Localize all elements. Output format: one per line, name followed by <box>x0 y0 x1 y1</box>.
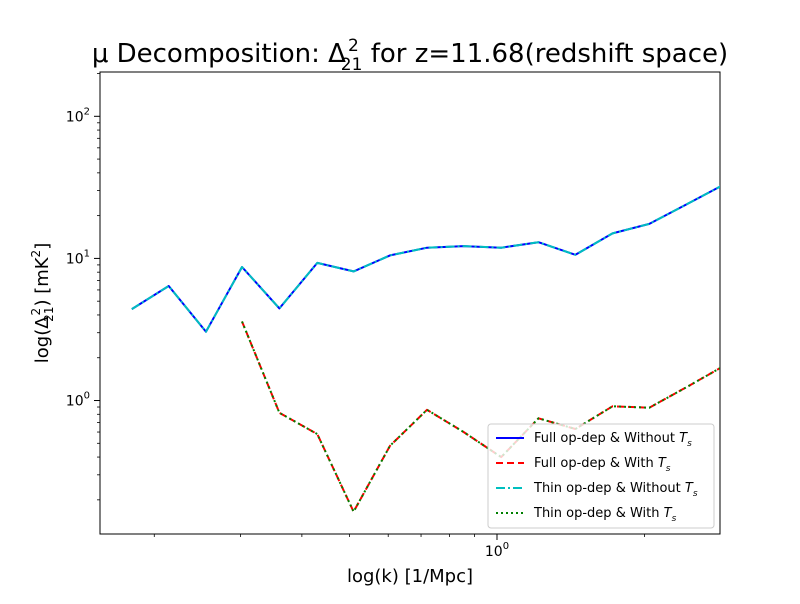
y-tick-label: 100 <box>66 391 90 410</box>
legend-label-var: T <box>685 481 694 496</box>
tick-exp: 1 <box>84 248 90 259</box>
tick-base: 10 <box>485 544 503 560</box>
legend-label-sub: s <box>666 464 671 474</box>
tick-exp: 0 <box>84 391 90 402</box>
chart-title: μ Decomposition: Δ 2 21 for z=11.68(redshi… <box>92 36 728 75</box>
tick-exp: 0 <box>503 541 509 552</box>
legend-label-sub: s <box>687 439 692 449</box>
tick-base: 10 <box>66 251 84 267</box>
legend-label-text: Thin op-dep & With <box>533 506 664 521</box>
legend-label-sub: s <box>672 514 677 524</box>
legend-label-text: Full op-dep & With <box>534 456 658 471</box>
legend-label: Full op-dep & Without Ts <box>534 431 692 449</box>
plot-frame <box>99 71 721 535</box>
tick-base: 10 <box>66 109 84 125</box>
ylabel-prefix: log(Δ <box>32 316 53 363</box>
legend-label-sub: s <box>693 489 698 499</box>
series-line-4 <box>241 321 720 513</box>
legend-label-var: T <box>679 431 688 446</box>
legend-label-var: T <box>664 506 673 521</box>
title-suffix: for z=11.68(redshift space) <box>362 39 728 69</box>
legend-label-text: Thin op-dep & Without <box>533 481 685 496</box>
ylabel-suffix: ] <box>32 243 53 250</box>
title-sup: 2 <box>348 36 359 56</box>
legend-label-var: T <box>658 456 667 471</box>
title-sub: 21 <box>341 55 363 75</box>
x-axis-label: log(k) [1/Mpc] <box>347 566 473 587</box>
title-prefix: μ Decomposition: Δ <box>92 39 346 69</box>
legend-label: Thin op-dep & Without Ts <box>533 481 698 499</box>
y-tick-label: 101 <box>66 248 90 267</box>
series-line-3 <box>131 185 720 333</box>
y-axis-label: log(Δ221) [mK2] <box>29 243 56 363</box>
x-tick-label: 100 <box>485 541 509 560</box>
tick-base: 10 <box>66 394 84 410</box>
legend-label: Thin op-dep & With Ts <box>533 506 677 524</box>
legend-box <box>487 423 715 529</box>
legend-label: Full op-dep & With Ts <box>534 456 671 474</box>
legend-label-text: Full op-dep & Without <box>534 431 679 446</box>
y-tick-label: 102 <box>66 106 90 125</box>
tick-exp: 2 <box>84 106 90 117</box>
ylabel-sub: 21 <box>42 307 56 322</box>
ylabel-sup: 2 <box>29 308 43 316</box>
ylabel-unit-sup: 2 <box>29 250 43 258</box>
ylabel-mid: ) [mK <box>32 256 53 306</box>
series-line-1 <box>131 185 720 333</box>
